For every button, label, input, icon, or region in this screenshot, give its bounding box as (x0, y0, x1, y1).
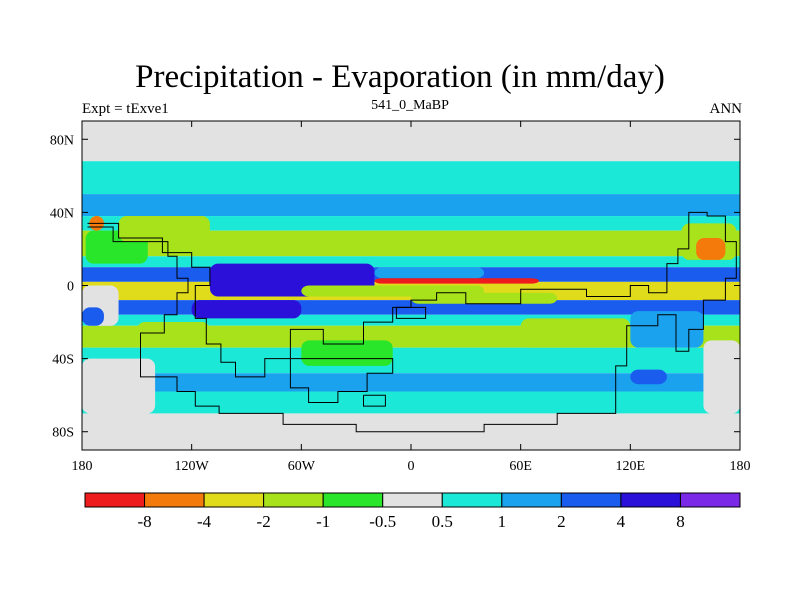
field-region-8 (411, 292, 558, 304)
colorbar-box-3 (263, 492, 324, 508)
field-region-19 (630, 369, 667, 385)
continent-outline (87, 211, 737, 433)
x-tick-label-2: 60W (288, 459, 316, 474)
zonal-band-2 (82, 194, 740, 217)
colorbar-box-10 (679, 492, 741, 508)
field-region-9 (374, 278, 539, 284)
zonal-band-12 (82, 373, 740, 392)
colorbar-box-7 (501, 492, 562, 508)
colorbar-box-6 (441, 492, 503, 508)
colorbar-label-1: -4 (197, 512, 212, 531)
experiment-label: Expt = tExve1 (82, 101, 169, 117)
x-tick-label-0: 180 (72, 459, 93, 474)
colorbar-label-7: 2 (557, 512, 566, 531)
field-region-10 (191, 300, 302, 319)
field-region-21 (657, 417, 740, 450)
field-region-6 (374, 267, 485, 279)
zonal-band-3 (82, 216, 740, 231)
y-tick-label-0: 80N (50, 133, 74, 148)
colorbar-box-4 (322, 492, 384, 508)
x-tick-label-1: 120W (175, 459, 210, 474)
map-fill-layer (82, 121, 740, 450)
coastline-layer (87, 211, 737, 433)
colorbar-box-8 (560, 492, 622, 508)
x-tick-label-5: 120E (616, 459, 646, 474)
y-tick-label-3: 40S (52, 353, 74, 368)
field-region-14 (630, 311, 704, 348)
y-tick-label-1: 40N (50, 206, 74, 221)
colorbar-label-9: 8 (676, 512, 685, 531)
zonal-band-13 (82, 391, 740, 414)
field-region-17 (703, 340, 740, 414)
zonal-band-1 (82, 161, 740, 195)
zonal-band-9 (82, 314, 740, 326)
field-region-16 (82, 307, 104, 326)
colorbar-label-6: 1 (498, 512, 507, 531)
colorbar-box-5 (382, 492, 443, 508)
zonal-band-5 (82, 256, 740, 268)
zonal-band-0 (82, 121, 740, 162)
island-outline-0 (289, 358, 394, 403)
field-region-11 (301, 340, 393, 366)
colorbar-box-9 (620, 492, 681, 508)
colorbar-label-2: -2 (257, 512, 271, 531)
field-region-4 (696, 237, 726, 260)
x-tick-label-6: 180 (730, 459, 751, 474)
x-tick-label-4: 60E (509, 459, 532, 474)
island-outline-2 (395, 306, 427, 319)
field-region-13 (520, 318, 631, 348)
axes-layer: 180 120W 60W 0 60E 120E 180 80N 40N 0 40S 80S (50, 121, 751, 474)
chart-title: Precipitation - Evaporation (in mm/day) (135, 59, 665, 95)
colorbar-label-3: -1 (316, 512, 330, 531)
field-region-18 (82, 358, 156, 414)
colorbar-label-4: -0.5 (369, 512, 396, 531)
field-region-1 (118, 216, 210, 242)
field-region-20 (301, 376, 375, 392)
season-label: ANN (709, 101, 743, 117)
colorbar-box-2 (203, 492, 265, 508)
colorbar: -8 -4 -2 -1 -0.5 0.5 1 2 4 8 (84, 492, 741, 531)
y-tick-label-2: 0 (67, 280, 74, 295)
island-outline-1 (363, 394, 386, 407)
colorbar-box-1 (144, 492, 205, 508)
colorbar-label-5: 0.5 (432, 512, 453, 531)
field-region-12 (136, 322, 210, 348)
zonal-band-11 (82, 347, 740, 374)
colorbar-label-0: -8 (137, 512, 151, 531)
colorbar-label-8: 4 (617, 512, 626, 531)
period-label: 541_0_MaBP (371, 98, 449, 113)
x-tick-label-3: 0 (408, 459, 415, 474)
y-tick-label-4: 80S (52, 426, 74, 441)
colorbar-box-0 (84, 492, 146, 508)
